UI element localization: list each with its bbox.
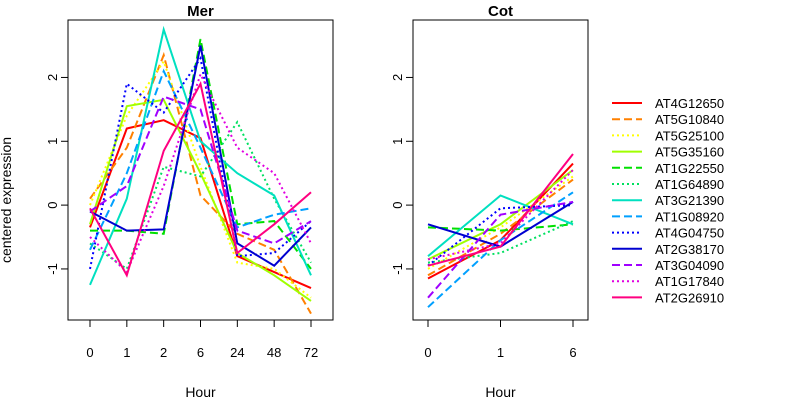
series-line <box>89 59 312 299</box>
series-line <box>427 220 574 264</box>
panel-cot: Cot 0 1 6 -1 0 1 2 Hour <box>390 3 589 400</box>
legend-label: AT5G25100 <box>655 128 724 143</box>
series-line <box>89 51 312 315</box>
x-axis-label: Hour <box>185 384 216 400</box>
y-tick-label: 1 <box>390 138 405 145</box>
series-line <box>89 45 312 267</box>
series-line <box>89 120 312 271</box>
series-line <box>427 175 574 270</box>
series-line <box>89 55 312 270</box>
legend-label: AT1G64890 <box>655 177 724 192</box>
plot-frame <box>412 19 589 321</box>
panel-title: Mer <box>187 3 214 20</box>
series-line <box>427 223 574 232</box>
series-line <box>89 98 312 302</box>
legend-label: AT1G17840 <box>655 274 724 289</box>
legend: AT4G12650AT5G10840AT5G25100AT5G35160AT1G… <box>612 96 724 305</box>
series-line <box>89 68 312 251</box>
legend-label: AT5G10840 <box>655 112 724 127</box>
series-line <box>427 153 574 267</box>
legend-label: AT3G04090 <box>655 258 724 273</box>
y-tick-label: -1 <box>390 263 405 275</box>
y-axis-label: centered expression <box>0 137 14 263</box>
series-line <box>427 194 574 257</box>
x-tick-label: 24 <box>230 345 244 360</box>
series-line <box>427 178 574 277</box>
y-tick-label: 0 <box>45 201 60 208</box>
y-tick-label: -1 <box>45 263 60 275</box>
series-line <box>89 25 312 286</box>
legend-label: AT4G12650 <box>655 96 724 111</box>
legend-label: AT3G21390 <box>655 193 724 208</box>
legend-label: AT1G08920 <box>655 209 724 224</box>
x-tick-label: 2 <box>160 345 167 360</box>
x-tick-label: 6 <box>197 345 204 360</box>
x-axis-label: Hour <box>485 384 516 400</box>
x-tick-label: 0 <box>86 345 93 360</box>
legend-label: AT2G38170 <box>655 242 724 257</box>
series-line <box>427 191 574 308</box>
legend-label: AT5G35160 <box>655 145 724 160</box>
legend-label: AT2G26910 <box>655 290 724 305</box>
y-tick-label: 2 <box>45 74 60 81</box>
y-tick-label: 1 <box>45 138 60 145</box>
series-line <box>89 119 312 290</box>
y-tick-label: 0 <box>390 201 405 208</box>
legend-label: AT1G22550 <box>655 161 724 176</box>
x-tick-label: 6 <box>569 345 576 360</box>
x-tick-label: 0 <box>424 345 431 360</box>
series-line <box>427 200 574 299</box>
x-tick-label: 48 <box>267 345 281 360</box>
series-line <box>89 95 312 245</box>
legend-label: AT4G04750 <box>655 226 724 241</box>
x-tick-label: 1 <box>497 345 504 360</box>
x-tick-label: 72 <box>304 345 318 360</box>
y-tick-label: 2 <box>390 74 405 81</box>
x-tick-label: 1 <box>123 345 130 360</box>
panel-title: Cot <box>488 3 513 20</box>
series-line <box>89 80 312 278</box>
panel-mer: Mer 0 1 2 6 24 48 72 -1 0 1 2 Hour <box>45 3 334 400</box>
